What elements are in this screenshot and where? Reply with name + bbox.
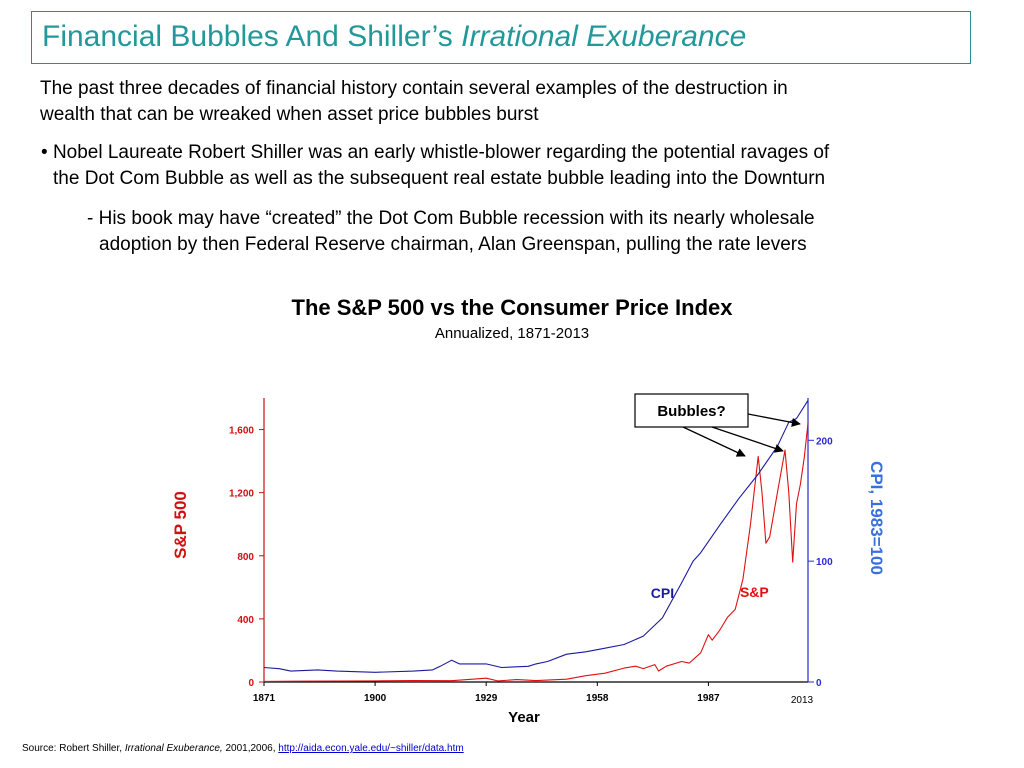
intro-line-2: wealth that can be wreaked when asset pr… xyxy=(40,104,539,125)
left-tick-label: 0 xyxy=(248,678,254,689)
x-tick-label: 1900 xyxy=(364,693,387,704)
left-tick-label: 800 xyxy=(237,552,254,563)
bubbles-callout-box xyxy=(634,393,749,428)
sub-bullet-item: - His book may have “created” the Dot Co… xyxy=(87,206,815,258)
x-tick-label: 1958 xyxy=(586,693,609,704)
source-years: 2001,2006, xyxy=(222,743,279,754)
slide-title: Financial Bubbles And Shiller’s Irration… xyxy=(42,20,746,54)
cpi-series-label: CPI xyxy=(651,585,674,601)
bubbles-arrow xyxy=(682,426,746,457)
right-tick-label: 0 xyxy=(816,678,822,689)
x-end-label: 2013 xyxy=(791,695,814,706)
sp-series-label: S&P xyxy=(740,584,769,600)
left-tick-label: 1,200 xyxy=(229,489,254,500)
intro-line-1: The past three decades of financial hist… xyxy=(40,78,788,99)
source-prefix: Source: Robert Shiller, xyxy=(22,743,125,754)
left-tick-label: 1,600 xyxy=(229,426,254,437)
sub-bullet-line-2: adoption by then Federal Reserve chairma… xyxy=(99,234,807,255)
x-axis-title: Year xyxy=(508,709,540,726)
bullet-line-2: the Dot Com Bubble as well as the subseq… xyxy=(53,168,826,189)
sub-bullet-line-1: His book may have “created” the Dot Com … xyxy=(98,208,815,229)
title-box: Financial Bubbles And Shiller’s Irration… xyxy=(31,11,971,64)
bullet-marker: • xyxy=(41,142,48,163)
source-link[interactable]: http://aida.econ.yale.edu/~shiller/data.… xyxy=(278,743,464,754)
chart-subtitle: Annualized, 1871-2013 xyxy=(434,325,590,342)
cpi-series-line xyxy=(263,400,809,673)
right-tick-label: 200 xyxy=(816,436,833,447)
left-tick-label: 400 xyxy=(237,615,254,626)
x-tick-label: 1987 xyxy=(697,693,720,704)
slide-title-italic: Irrational Exuberance xyxy=(461,20,747,53)
bullet-line-1: Nobel Laureate Robert Shiller was an ear… xyxy=(52,142,830,163)
sp-series-line xyxy=(263,423,809,682)
x-tick-label: 1871 xyxy=(253,693,276,704)
right-axis-title: CPI, 1983=100 xyxy=(867,461,886,575)
right-tick-label: 100 xyxy=(816,557,833,568)
sub-bullet-marker: - xyxy=(87,208,94,229)
bubbles-callout-text: Bubbles? xyxy=(657,403,725,420)
slide-title-main: Financial Bubbles And Shiller’s xyxy=(42,20,462,53)
bubbles-arrow xyxy=(747,413,801,427)
chart-title: The S&P 500 vs the Consumer Price Index xyxy=(291,295,733,320)
source-note: Source: Robert Shiller, Irrational Exube… xyxy=(22,743,464,754)
source-book-title: Irrational Exuberance, xyxy=(124,743,223,754)
intro-paragraph: The past three decades of financial hist… xyxy=(40,76,788,128)
bubbles-arrow xyxy=(711,426,784,453)
left-axis-title: S&P 500 xyxy=(171,491,190,559)
bullet-item: • Nobel Laureate Robert Shiller was an e… xyxy=(41,140,829,192)
x-tick-label: 1929 xyxy=(475,693,498,704)
